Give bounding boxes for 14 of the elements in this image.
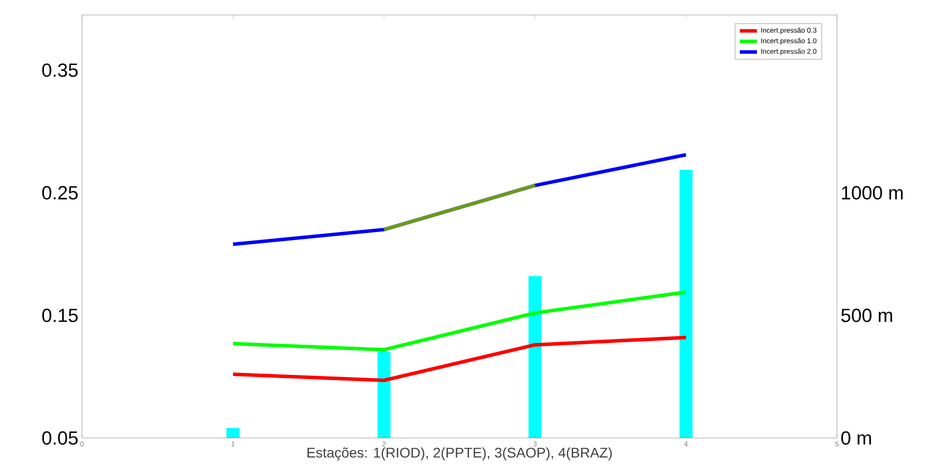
bar [680,170,693,438]
line-series [231,290,688,352]
bar [226,428,240,438]
y2-tick-label: 1000 m [842,186,903,200]
y2-tick-label: 500 m [841,308,892,322]
line-series [231,336,688,382]
y2-tick-label: 0 m [841,431,871,445]
y-tick-label: 0.15 [42,308,78,322]
y-tick-label: 0.05 [42,431,78,445]
x-axis-title: Estações: 1(RIOD), 2(PPTE), 3(SAOP), 4(BRAZ) [308,447,612,460]
bar [528,276,542,438]
y-tick-label: 0.25 [42,186,78,200]
y-tick-label: 0.35 [42,63,78,77]
bar [378,352,391,438]
